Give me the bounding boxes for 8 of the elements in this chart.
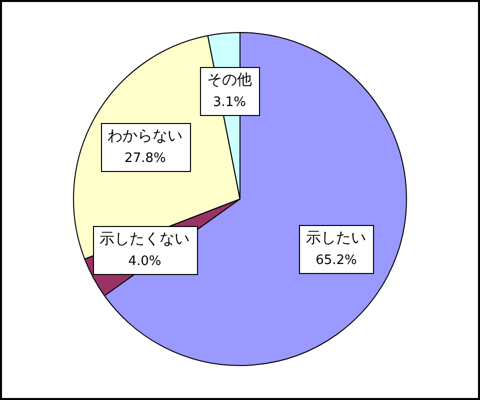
slice-label: わからない	[108, 126, 183, 144]
data-label: 65.2%	[316, 252, 357, 268]
slice-label: 示したい	[306, 228, 366, 246]
slice-label: その他	[206, 70, 252, 88]
data-label: 27.8%	[124, 150, 166, 166]
data-label: 3.1%	[212, 94, 246, 110]
slice-label: 示したくない	[100, 229, 190, 248]
data-label: 4.0%	[128, 254, 162, 269]
